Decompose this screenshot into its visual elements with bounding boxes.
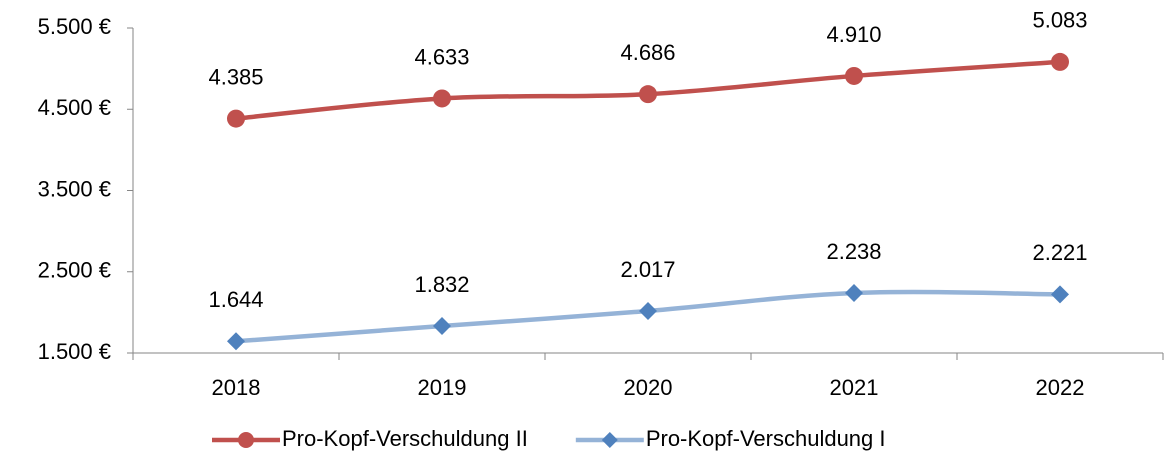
marker (433, 317, 451, 336)
data-label: 2.238 (826, 239, 881, 264)
legend-label: Pro-Kopf-Verschuldung I (646, 426, 886, 451)
marker (238, 432, 254, 448)
data-label: 4.686 (620, 40, 675, 65)
data-label: 2.017 (620, 257, 675, 282)
data-label: 4.633 (414, 44, 469, 69)
data-label: 1.644 (208, 287, 263, 312)
marker (227, 109, 245, 128)
data-label: 5.083 (1032, 8, 1087, 33)
marker (1051, 285, 1069, 304)
marker (227, 332, 245, 351)
y-tick-label: 2.500 € (38, 258, 111, 283)
x-tick-label: 2020 (624, 375, 673, 400)
marker (845, 66, 863, 85)
x-tick-label: 2019 (418, 375, 467, 400)
marker (1051, 52, 1069, 71)
y-tick-label: 3.500 € (38, 176, 111, 201)
x-tick-label: 2022 (1036, 375, 1085, 400)
marker (845, 284, 863, 303)
data-label: 4.385 (208, 64, 263, 89)
x-tick-label: 2021 (830, 375, 879, 400)
marker (639, 85, 657, 104)
data-label: 4.910 (826, 22, 881, 47)
y-tick-label: 4.500 € (38, 95, 111, 120)
data-label: 2.221 (1032, 240, 1087, 265)
marker (639, 301, 657, 320)
legend-label: Pro-Kopf-Verschuldung II (282, 426, 528, 451)
x-tick-label: 2018 (212, 375, 261, 400)
marker (433, 89, 451, 108)
y-tick-label: 1.500 € (38, 339, 111, 364)
marker (601, 432, 618, 448)
data-label: 1.832 (414, 272, 469, 297)
y-tick-label: 5.500 € (38, 14, 111, 39)
